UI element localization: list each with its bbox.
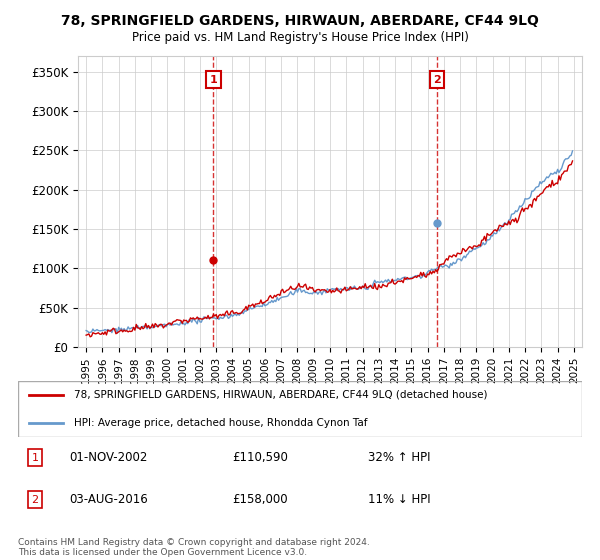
Text: HPI: Average price, detached house, Rhondda Cynon Taf: HPI: Average price, detached house, Rhon… [74, 418, 368, 428]
Text: 32% ↑ HPI: 32% ↑ HPI [368, 451, 430, 464]
Text: 01-NOV-2002: 01-NOV-2002 [69, 451, 147, 464]
Text: Contains HM Land Registry data © Crown copyright and database right 2024.
This d: Contains HM Land Registry data © Crown c… [18, 538, 370, 557]
Text: 2: 2 [433, 74, 441, 85]
Text: 1: 1 [31, 453, 38, 463]
Text: 03-AUG-2016: 03-AUG-2016 [69, 493, 148, 506]
Text: 78, SPRINGFIELD GARDENS, HIRWAUN, ABERDARE, CF44 9LQ: 78, SPRINGFIELD GARDENS, HIRWAUN, ABERDA… [61, 14, 539, 28]
Text: Price paid vs. HM Land Registry's House Price Index (HPI): Price paid vs. HM Land Registry's House … [131, 31, 469, 44]
Text: 1: 1 [209, 74, 217, 85]
Text: 11% ↓ HPI: 11% ↓ HPI [368, 493, 430, 506]
Text: 78, SPRINGFIELD GARDENS, HIRWAUN, ABERDARE, CF44 9LQ (detached house): 78, SPRINGFIELD GARDENS, HIRWAUN, ABERDA… [74, 390, 488, 400]
Text: £110,590: £110,590 [232, 451, 288, 464]
Text: £158,000: £158,000 [232, 493, 288, 506]
Text: 2: 2 [31, 495, 38, 505]
